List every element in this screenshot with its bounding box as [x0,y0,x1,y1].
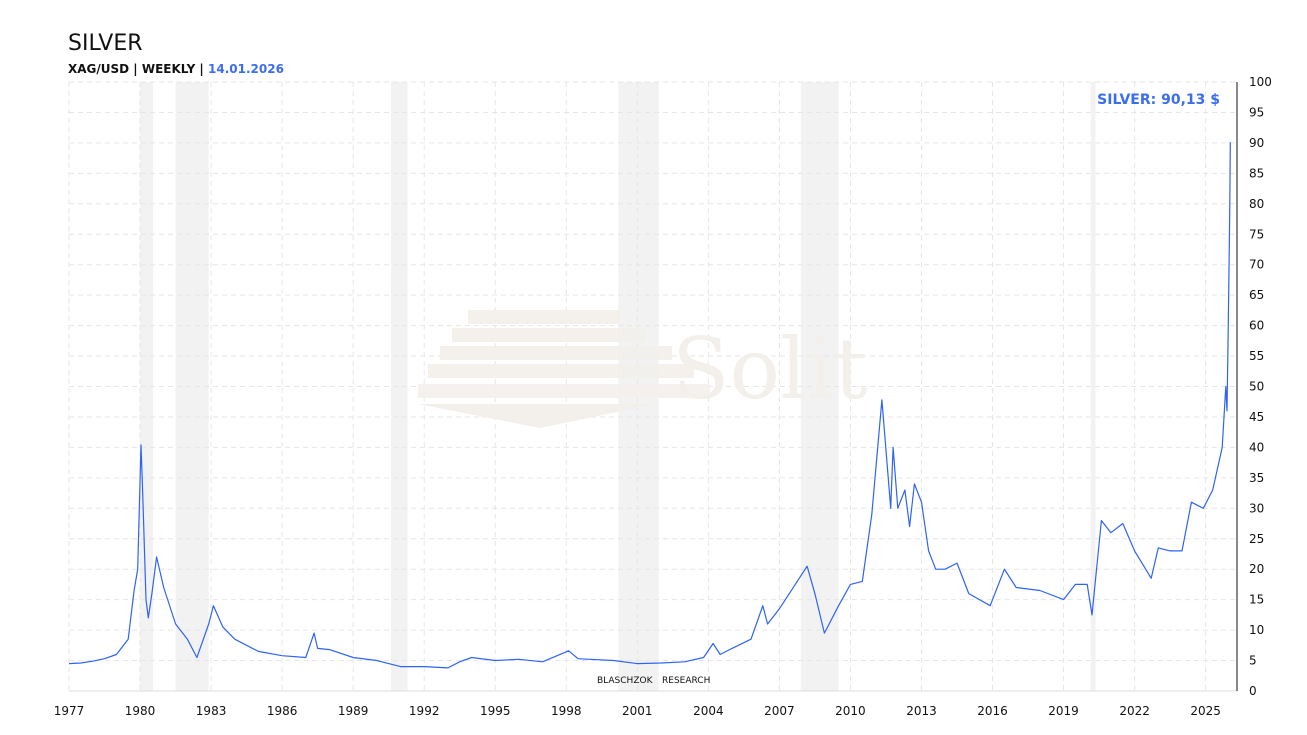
y-tick-label: 0 [1249,684,1257,698]
watermark-text: Solit [672,320,868,418]
watermark-step [440,346,672,360]
y-tick-label: 45 [1249,410,1264,424]
y-tick-label: 95 [1249,105,1264,119]
credit-left: BLASCHZOK [597,676,654,686]
y-tick-label: 60 [1249,319,1264,333]
x-tick-label: 1995 [480,704,511,718]
x-tick-label: 2001 [622,704,653,718]
y-tick-label: 25 [1249,532,1264,546]
y-tick-label: 20 [1249,562,1264,576]
x-tick-label: 2019 [1048,704,1079,718]
x-tick-label: 1998 [551,704,582,718]
y-tick-label: 55 [1249,349,1264,363]
y-tick-label: 85 [1249,166,1264,180]
y-tick-label: 90 [1249,136,1264,150]
y-tick-label: 80 [1249,197,1264,211]
y-tick-label: 35 [1249,471,1264,485]
y-tick-label: 65 [1249,288,1264,302]
x-tick-label: 1977 [54,704,85,718]
y-tick-label: 5 [1249,654,1257,668]
x-tick-label: 2010 [835,704,866,718]
y-tick-label: 10 [1249,623,1264,637]
x-tick-label: 1980 [125,704,156,718]
y-tick-label: 75 [1249,227,1264,241]
y-tick-label: 50 [1249,380,1264,394]
watermark-base [418,404,656,428]
x-tick-label: 2013 [906,704,937,718]
series-line [68,142,1231,669]
x-tick-label: 1983 [196,704,227,718]
watermark-step [468,310,620,324]
x-tick-label: 2007 [764,704,795,718]
y-tick-label: 100 [1249,75,1272,89]
y-tick-label: 40 [1249,440,1264,454]
chart-subtitle: XAG/USD | WEEKLY | 14.01.2026 [68,62,284,76]
x-tick-label: 1989 [338,704,369,718]
date-label: 14.01.2026 [208,62,284,76]
recession-band [1090,82,1096,691]
chart-title: SILVER [68,31,143,56]
watermark-step [428,364,694,378]
x-tick-label: 2004 [693,704,724,718]
x-tick-label: 2022 [1119,704,1150,718]
x-tick-label: 1986 [267,704,298,718]
y-tick-label: 70 [1249,258,1264,272]
watermark-step [452,328,646,342]
x-tick-label: 1992 [409,704,440,718]
instrument-label: XAG/USD | WEEKLY | [68,62,204,76]
x-tick-label: 2016 [977,704,1008,718]
watermark-logo [418,310,710,398]
y-tick-label: 30 [1249,501,1264,515]
x-tick-label: 2025 [1190,704,1221,718]
price-label: SILVER: 90,13 $ [1097,92,1220,108]
credit-right: RESEARCH [662,676,710,686]
y-tick-label: 15 [1249,593,1264,607]
watermark-step [418,384,710,398]
